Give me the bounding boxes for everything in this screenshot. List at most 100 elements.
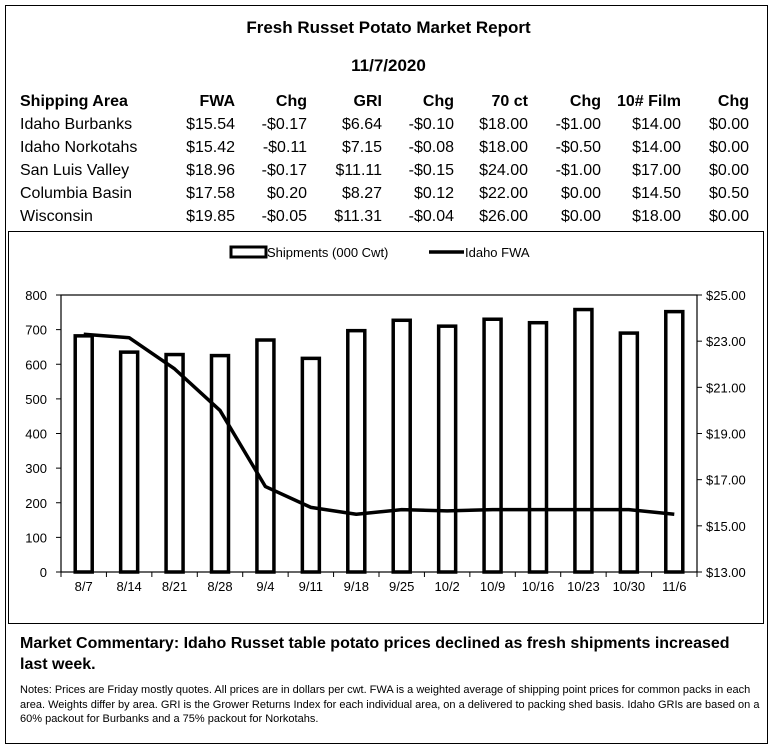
shipping-area-cell: Idaho Norkotahs [20,138,138,156]
col-header: GRI [353,92,382,110]
table-row: Idaho Norkotahs $15.42 -$0.11 $7.15 -$0.08 $1… [20,136,749,159]
x-tick-label: 11/6 [662,579,686,594]
y-right-tick-label: $23.00 [706,334,746,349]
col-header: Chg [275,92,307,110]
table-cell: -$0.10 [408,115,454,133]
legend-fwa-label: Idaho FWA [465,245,530,260]
shipping-area-cell: San Luis Valley [20,161,130,179]
shipment-bar [346,328,367,574]
x-tick-label: 10/9 [480,579,505,594]
table-header-row: Shipping Area FWA Chg GRI Chg 70 ct Chg … [20,90,749,113]
table-row: Idaho Burbanks $15.54 -$0.17 $6.64 -$0.10 $18… [20,113,749,136]
table-cell: -$1.00 [555,115,601,133]
table-cell: $14.00 [632,115,681,133]
y-left-tick-label: 500 [25,392,47,407]
x-tick-label: 8/28 [207,579,232,594]
table-cell: $17.00 [632,161,681,179]
table-cell: $17.58 [186,184,235,202]
table-cell: $18.00 [632,207,681,225]
x-tick-label: 10/2 [434,579,459,594]
x-tick-label: 9/25 [389,579,414,594]
col-header: Chg [717,92,749,110]
table-cell: $18.96 [186,161,235,179]
table-cell: -$0.17 [261,161,307,179]
table-cell: -$0.05 [261,207,307,225]
report-title: Fresh Russet Potato Market Report [246,18,531,37]
report-frame [5,5,768,744]
y-right-tick-label: $13.00 [706,565,746,580]
col-header: Chg [569,92,601,110]
table-cell: $15.54 [186,115,235,133]
table-cell: -$0.11 [262,138,307,156]
shipment-bar [73,334,94,574]
table-cell: $0.00 [560,184,601,202]
y-right-tick-label: $15.00 [706,519,746,534]
table-cell: -$0.08 [408,138,454,156]
table-cell: -$0.17 [261,115,307,133]
table-cell: $0.00 [708,207,749,225]
table-cell: $19.85 [186,207,235,225]
notes: Notes: Prices are Friday mostly quotes. … [20,684,760,725]
x-tick-label: 10/23 [567,579,600,594]
shipment-bar [527,320,549,574]
x-tick-label: 8/21 [162,579,187,594]
table-cell: $11.31 [334,207,382,225]
table-cell: $0.20 [266,184,307,202]
shipping-area-cell: Idaho Burbanks [20,115,133,133]
y-right-tick-label: $21.00 [706,380,746,395]
table-cell: $8.27 [341,184,382,202]
table-cell: $0.00 [560,207,601,225]
table-cell: $0.50 [708,184,749,202]
table-cell: -$0.50 [555,138,601,156]
y-left-tick-label: 100 [25,530,47,545]
table-row: Columbia Basin $17.58 $0.20 $8.27 $0.12 $22.0… [20,182,749,205]
market-commentary: Market Commentary: Idaho Russet table po… [20,635,730,673]
table-cell: -$1.00 [555,161,601,179]
report-date: 11/7/2020 [351,56,426,75]
col-header: 70 ct [491,92,528,110]
col-header: FWA [199,92,235,110]
y-right-tick-label: $19.00 [706,427,746,442]
combo-chart: 0 100 200 300 400 500 600 700 800 $13.00 $15.00 $17… [25,245,746,594]
shipping-area-cell: Columbia Basin [20,184,133,202]
shipment-bar [164,352,185,574]
price-table: Shipping Area FWA Chg GRI Chg 70 ct Chg … [20,90,749,228]
table-cell: $18.00 [479,138,528,156]
shipment-bar [482,317,503,574]
shipment-bar [436,324,458,574]
table-cell: -$0.04 [408,207,454,225]
table-cell: $22.00 [479,184,528,202]
y-left-tick-label: 300 [25,461,47,476]
table-cell: $26.00 [479,207,528,225]
table-cell: $6.64 [341,115,382,133]
shipment-bar [664,309,685,574]
table-row: San Luis Valley $18.96 -$0.17 $11.11 -$0.15 $… [20,159,749,182]
legend-shipments-label: Shipments (000 Cwt) [267,245,388,260]
table-cell: $7.15 [341,138,382,156]
table-cell: $24.00 [479,161,528,179]
shipment-bar [209,353,231,574]
y-left-tick-label: 800 [25,288,47,303]
chart-container: 0 100 200 300 400 500 600 700 800 $13.00 $15.00 $17… [8,231,764,624]
col-header: Shipping Area [20,92,128,110]
shipment-bar [618,331,640,574]
table-cell: $0.12 [413,184,454,202]
shipment-bar [573,307,594,574]
plot-area [60,294,698,573]
x-tick-label: 9/11 [299,579,323,594]
table-cell: $15.42 [186,138,235,156]
y-right-tick-label: $25.00 [706,288,746,303]
table-cell: $14.50 [632,184,681,202]
legend-shipments-swatch [229,245,268,259]
x-tick-label: 8/14 [116,579,141,594]
shipment-bar [255,338,276,574]
x-tick-label: 10/16 [522,579,555,594]
shipment-bar [300,356,322,574]
y-left-tick-label: 400 [25,427,47,442]
table-cell: $14.00 [632,138,681,156]
shipment-bar [391,318,412,574]
x-tick-label: 8/7 [75,579,93,594]
idaho-fwa-line [83,332,675,517]
y-left-tick-label: 0 [40,565,47,580]
table-cell: $18.00 [479,115,528,133]
